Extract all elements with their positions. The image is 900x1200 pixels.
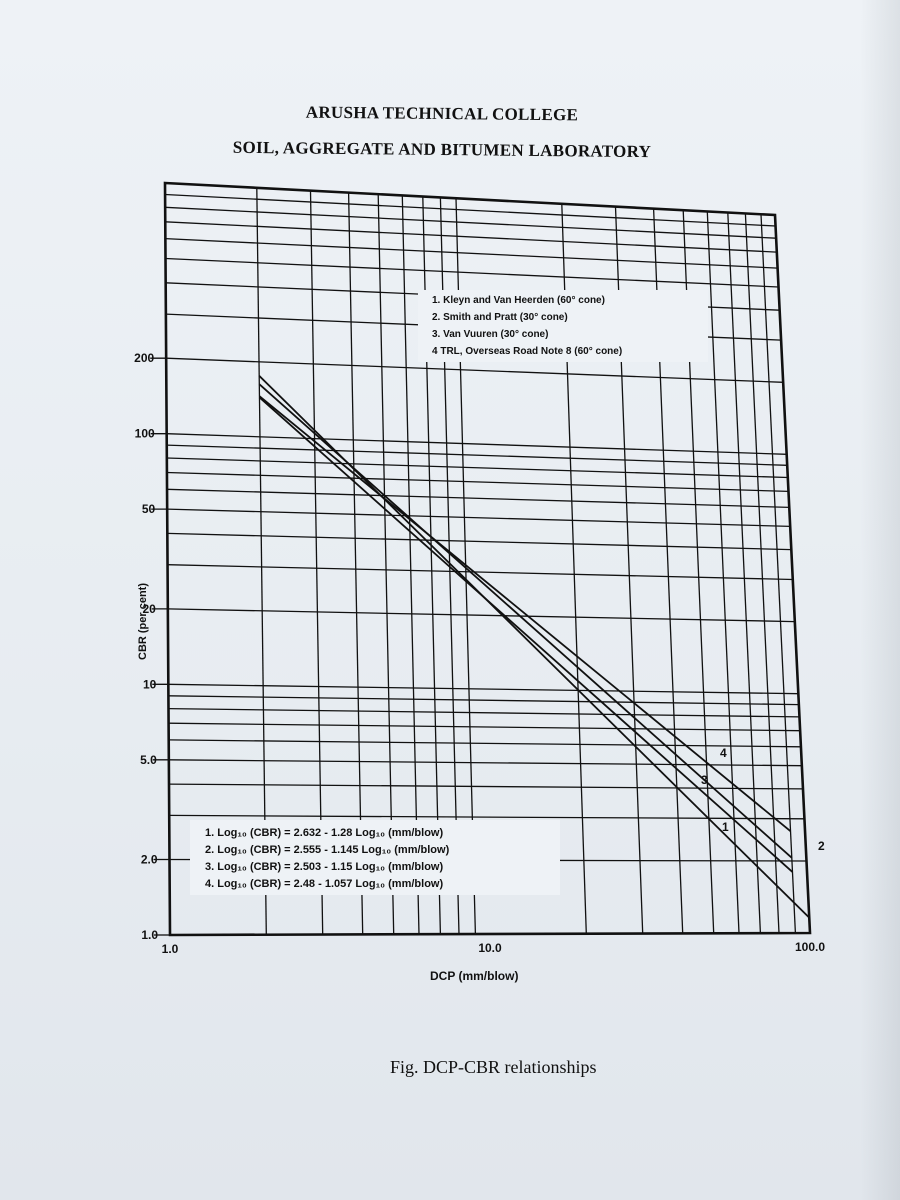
grid-line-horizontal bbox=[165, 237, 778, 269]
grid-line-horizontal bbox=[167, 508, 791, 528]
legend-entry-1: 1. Kleyn and Van Heerden (60° cone) bbox=[432, 295, 605, 306]
equation-2: 2. Log₁₀ (CBR) = 2.555 - 1.145 Log₁₀ (mm… bbox=[205, 844, 450, 856]
series-line-4 bbox=[258, 395, 792, 832]
legend-entry-4: 4 TRL, Overseas Road Note 8 (60° cone) bbox=[432, 346, 622, 357]
grid-line-vertical bbox=[727, 212, 762, 934]
line-number-labels: 1 2 3 4 bbox=[701, 746, 825, 853]
y-tick-label: 100 bbox=[135, 427, 155, 441]
grid-line-horizontal bbox=[166, 457, 788, 479]
grid-line-horizontal bbox=[168, 707, 800, 718]
grid-line-horizontal bbox=[166, 488, 790, 509]
y-tick-label: 5.0 bbox=[140, 753, 157, 767]
chart-tick-labels: 1.0 10.0 100.0 1.0 2.0 5.0 10 20 50 100 200 bbox=[134, 351, 825, 956]
grid-line-horizontal bbox=[169, 814, 805, 820]
plot-frame bbox=[163, 181, 812, 937]
grid-line-vertical bbox=[377, 194, 395, 935]
grid-line-vertical bbox=[706, 211, 740, 934]
chart-frame bbox=[150, 181, 812, 937]
grid-line-horizontal bbox=[166, 471, 789, 493]
x-tick-label: 10.0 bbox=[478, 941, 502, 955]
grid-line-horizontal bbox=[167, 608, 795, 623]
series-line-3 bbox=[258, 396, 793, 873]
y-tick-label: 20 bbox=[142, 602, 156, 616]
legend-box: 1. Kleyn and Van Heerden (60° cone) 2. S… bbox=[418, 290, 708, 362]
grid-line-vertical bbox=[401, 195, 420, 935]
legend-entry-2: 2. Smith and Pratt (30° cone) bbox=[432, 312, 568, 323]
grid-line-vertical bbox=[760, 214, 797, 934]
grid-line-horizontal bbox=[167, 532, 792, 551]
y-tick-label: 2.0 bbox=[141, 853, 158, 867]
grid-line-vertical bbox=[256, 187, 267, 935]
line-label-4: 4 bbox=[720, 746, 727, 760]
x-axis-title: DCP (mm/blow) bbox=[430, 969, 518, 983]
line-label-2: 2 bbox=[818, 839, 825, 853]
x-tick-label: 1.0 bbox=[162, 942, 179, 956]
grid-line-vertical bbox=[744, 213, 780, 934]
y-tick-label: 50 bbox=[142, 502, 156, 516]
grid-line-horizontal bbox=[165, 206, 777, 239]
y-axis-title: CBR (per cent) bbox=[137, 583, 149, 660]
equation-4: 4. Log₁₀ (CBR) = 2.48 - 1.057 Log₁₀ (mm/… bbox=[205, 878, 443, 890]
grid-line-horizontal bbox=[166, 444, 788, 466]
series-line-2 bbox=[258, 383, 793, 859]
grid-line-horizontal bbox=[165, 193, 776, 227]
line-label-1: 1 bbox=[722, 820, 729, 834]
equations-box: 1. Log₁₀ (CBR) = 2.632 - 1.28 Log₁₀ (mm/… bbox=[190, 820, 560, 895]
grid-line-horizontal bbox=[168, 695, 799, 706]
grid-line-horizontal bbox=[166, 433, 787, 455]
grid-line-horizontal bbox=[167, 564, 793, 581]
grid-line-horizontal bbox=[168, 683, 799, 695]
grid-line-horizontal bbox=[166, 357, 784, 383]
y-tick-label: 10 bbox=[143, 677, 157, 691]
grid-line-horizontal bbox=[165, 257, 779, 288]
grid-line-vertical bbox=[309, 190, 324, 935]
y-tick-label: 1.0 bbox=[141, 928, 158, 942]
y-tick-label: 200 bbox=[134, 351, 154, 365]
grid-line-horizontal bbox=[165, 221, 777, 253]
equation-1: 1. Log₁₀ (CBR) = 2.632 - 1.28 Log₁₀ (mm/… bbox=[205, 827, 443, 839]
grid-line-vertical bbox=[347, 192, 364, 935]
equation-3: 3. Log₁₀ (CBR) = 2.503 - 1.15 Log₁₀ (mm/… bbox=[205, 861, 443, 873]
legend-entry-3: 3. Van Vuuren (30° cone) bbox=[432, 329, 548, 340]
grid-line-horizontal bbox=[168, 759, 802, 767]
grid-line-horizontal bbox=[168, 722, 801, 732]
paper-edge-shadow bbox=[860, 0, 900, 1200]
line-label-3: 3 bbox=[701, 773, 708, 787]
figure-caption: Fig. DCP-CBR relationships bbox=[390, 1057, 597, 1077]
x-tick-label: 100.0 bbox=[795, 940, 825, 954]
grid-line-horizontal bbox=[168, 739, 801, 748]
chart-series bbox=[258, 375, 810, 919]
